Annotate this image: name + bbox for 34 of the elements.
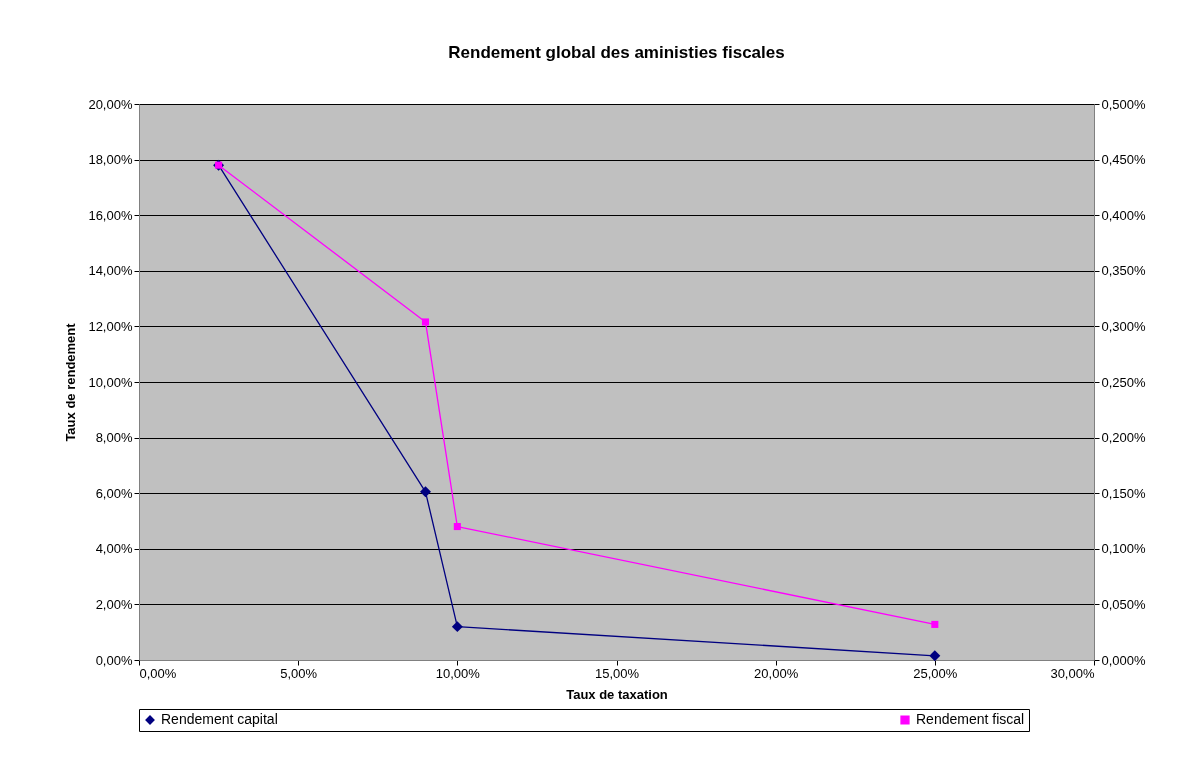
y-tick-label: 16,00% [88, 207, 133, 223]
y-tick-label: 6,00% [95, 485, 133, 501]
x-axis-title: Taux de taxation [566, 686, 668, 702]
y-tick-label: 8,00% [95, 430, 133, 446]
y-tick-label: 4,00% [95, 541, 133, 557]
y2-tick-label: 0,200% [1101, 430, 1147, 446]
x-tick-label: 20,00% [754, 665, 799, 681]
chart-title: Rendement global des aministies fiscales [448, 43, 785, 62]
x-tick-label: 25,00% [913, 665, 958, 681]
x-tick-label: 15,00% [594, 665, 640, 681]
x-tick-label: 30,00% [1050, 665, 1095, 681]
x-tick-label: 0,00% [139, 665, 177, 681]
y2-tick-label: 0,050% [1101, 596, 1147, 612]
y-tick-label: 18,00% [88, 152, 133, 168]
y2-tick-label: 0,500% [1101, 96, 1147, 112]
y-tick-label: 12,00% [88, 318, 133, 334]
x-tick-label: 5,00% [280, 665, 318, 681]
legend-label: Rendement capital [161, 711, 278, 727]
y-tick-label: 20,00% [88, 96, 133, 112]
y2-tick-label: 0,250% [1101, 374, 1147, 390]
y2-tick-label: 0,300% [1101, 318, 1147, 334]
y2-tick-label: 0,450% [1101, 152, 1147, 168]
y-tick-label: 0,00% [95, 652, 133, 668]
legend-label: Rendement fiscal [916, 711, 1025, 727]
y-tick-label: 10,00% [88, 374, 133, 390]
y2-tick-label: 0,000% [1101, 652, 1147, 668]
y-tick-label: 14,00% [88, 263, 133, 279]
x-tick-label: 10,00% [435, 665, 481, 681]
y-axis-title: Taux de rendement [63, 322, 79, 442]
y2-tick-label: 0,150% [1101, 485, 1147, 501]
y-tick-label: 2,00% [95, 596, 133, 612]
y2-tick-label: 0,350% [1101, 263, 1147, 279]
y2-tick-label: 0,100% [1101, 541, 1147, 557]
y2-tick-label: 0,400% [1101, 207, 1147, 223]
